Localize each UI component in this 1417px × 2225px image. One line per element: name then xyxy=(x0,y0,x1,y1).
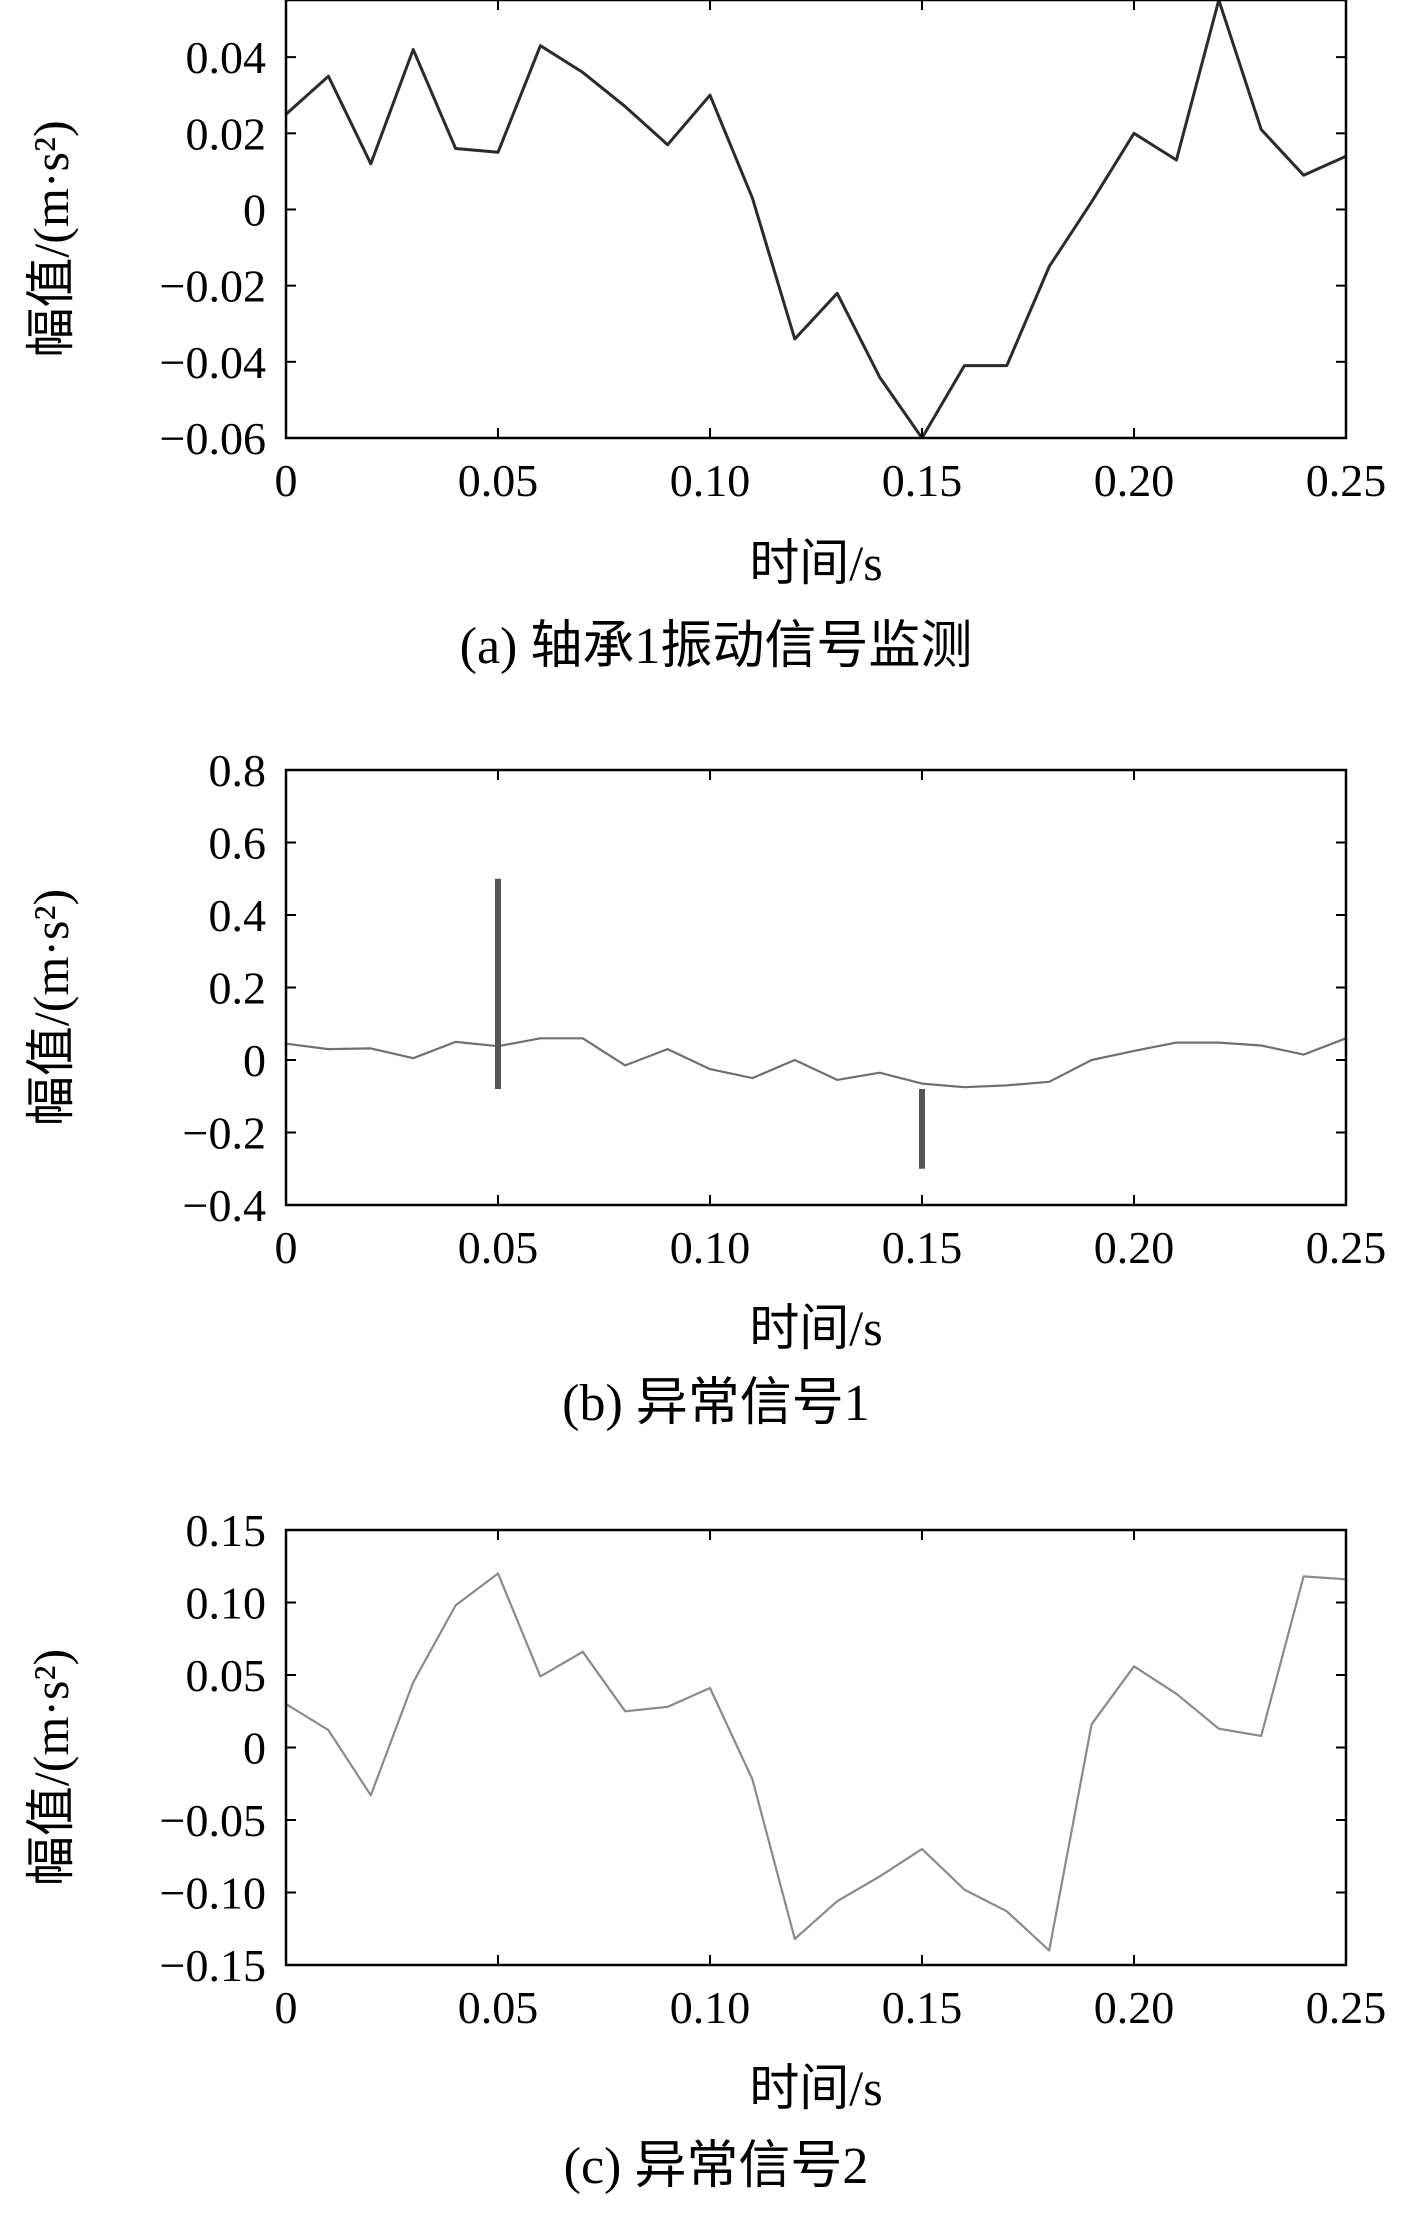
x-axis-label: 时间/s xyxy=(749,2060,882,2116)
y-axis-label: 幅值/(m·s²) xyxy=(23,1649,79,1886)
y-tick-label: −0.05 xyxy=(160,1795,266,1846)
x-tick-label: 0.20 xyxy=(1094,1222,1175,1273)
chart-panel: 0 0.05 0.10 0.15 0.20 0.25 −0.4 −0.2 0 0.2 0.4 0.6 0… xyxy=(23,745,1386,1432)
x-tick-label: 0.15 xyxy=(882,1222,963,1273)
y-axis-label: 幅值/(m·s²) xyxy=(23,889,79,1126)
x-tick-label: 0.15 xyxy=(882,1982,963,2033)
y-tick-label: 0 xyxy=(243,1035,266,1086)
y-tick-label: 0.8 xyxy=(209,745,267,796)
y-tick-label: 0.4 xyxy=(209,890,267,941)
chart-panel: 0 0.05 0.10 0.15 0.20 0.25 −0.06 −0.04 −0.02 0 0.0… xyxy=(23,0,1386,675)
x-tick-label: 0.20 xyxy=(1094,1982,1175,2033)
y-tick-label: −0.2 xyxy=(183,1108,266,1159)
panel-caption: (a) 轴承1振动信号监测 xyxy=(460,618,973,675)
x-tick-label: 0.10 xyxy=(670,455,751,506)
y-tick-label: 0.10 xyxy=(186,1578,267,1629)
x-tick-label: 0.20 xyxy=(1094,455,1175,506)
y-tick-label: −0.10 xyxy=(160,1868,266,1919)
series-line xyxy=(286,0,1346,438)
x-tick-label: 0.10 xyxy=(670,1222,751,1273)
x-tick-label: 0 xyxy=(275,455,298,506)
y-tick-label: 0.05 xyxy=(186,1650,267,1701)
y-tick-label: −0.04 xyxy=(160,337,266,388)
x-tick-label: 0.15 xyxy=(882,455,963,506)
x-tick-label: 0.10 xyxy=(670,1982,751,2033)
x-tick-label: 0 xyxy=(275,1982,298,2033)
x-tick-label: 0.25 xyxy=(1306,1222,1387,1273)
x-tick-label: 0.25 xyxy=(1306,455,1387,506)
y-tick-label: −0.02 xyxy=(160,261,266,312)
x-tick-label: 0.05 xyxy=(458,455,539,506)
series-line xyxy=(286,1572,1346,1952)
y-tick-label: −0.06 xyxy=(160,413,266,464)
x-tick-label: 0.25 xyxy=(1306,1982,1387,2033)
y-tick-label: 0.02 xyxy=(186,108,267,159)
panel-caption: (b) 异常信号1 xyxy=(562,1375,870,1432)
y-tick-label: 0.15 xyxy=(186,1505,267,1556)
x-tick-label: 0.05 xyxy=(458,1222,539,1273)
panel-caption: (c) 异常信号2 xyxy=(564,2138,869,2195)
y-tick-label: −0.15 xyxy=(160,1940,266,1991)
y-tick-label: 0 xyxy=(243,1723,266,1774)
x-tick-label: 0 xyxy=(275,1222,298,1273)
panels: 0 0.05 0.10 0.15 0.20 0.25−0.06−0.04−0.0200.0… xyxy=(23,0,1386,2195)
x-axis-label: 时间/s xyxy=(749,535,882,591)
y-axis-label: 幅值/(m·s²) xyxy=(23,120,79,357)
y-tick-label: 0.2 xyxy=(209,963,267,1014)
axes-frame xyxy=(284,0,1348,440)
y-tick-label: −0.4 xyxy=(183,1180,266,1231)
series-line xyxy=(286,1037,1346,1089)
x-axis-label: 时间/s xyxy=(749,1300,882,1356)
chart-panel: 0 0.05 0.10 0.15 0.20 0.25 −0.15 −0.10 −0.05 0 0.0… xyxy=(23,1505,1386,2195)
y-tick-label: 0 xyxy=(243,184,266,235)
y-tick-label: 0.04 xyxy=(186,32,267,83)
x-tick-label: 0.05 xyxy=(458,1982,539,2033)
y-tick-label: 0.6 xyxy=(209,818,267,869)
